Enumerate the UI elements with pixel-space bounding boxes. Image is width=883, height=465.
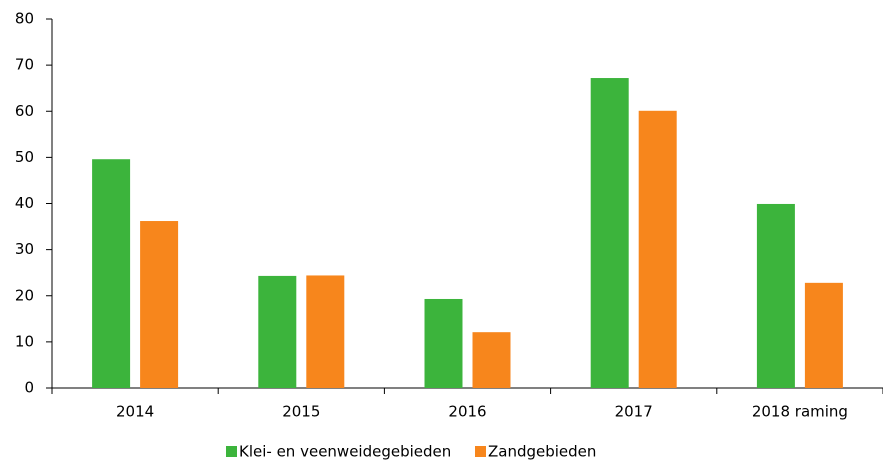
bar xyxy=(590,78,629,388)
bar xyxy=(756,203,795,388)
x-tick-label: 2017 xyxy=(615,403,653,421)
legend-label: Klei- en veenweidegebieden xyxy=(239,443,451,461)
y-tick-label: 40 xyxy=(15,194,34,212)
bar xyxy=(92,159,131,388)
y-tick-label: 70 xyxy=(15,56,34,74)
x-tick-label: 2016 xyxy=(448,403,486,421)
bar xyxy=(306,275,345,388)
bar xyxy=(804,282,843,388)
legend-swatch xyxy=(475,446,486,457)
legend-label: Zandgebieden xyxy=(488,443,596,461)
y-tick-label: 30 xyxy=(15,240,34,258)
x-tick-label: 2014 xyxy=(116,403,154,421)
y-tick-label: 0 xyxy=(24,379,34,397)
bar xyxy=(140,221,179,388)
bar xyxy=(472,332,511,388)
y-tick-label: 60 xyxy=(15,102,34,120)
y-tick-label: 80 xyxy=(15,10,34,28)
legend-swatch xyxy=(226,446,237,457)
y-tick-label: 50 xyxy=(15,148,34,166)
bar xyxy=(424,298,463,388)
bar xyxy=(258,275,297,388)
x-tick-label: 2015 xyxy=(282,403,320,421)
bar xyxy=(638,110,677,388)
x-tick-label: 2018 raming xyxy=(752,403,848,421)
y-tick-label: 10 xyxy=(15,332,34,350)
y-tick-label: 20 xyxy=(15,286,34,304)
